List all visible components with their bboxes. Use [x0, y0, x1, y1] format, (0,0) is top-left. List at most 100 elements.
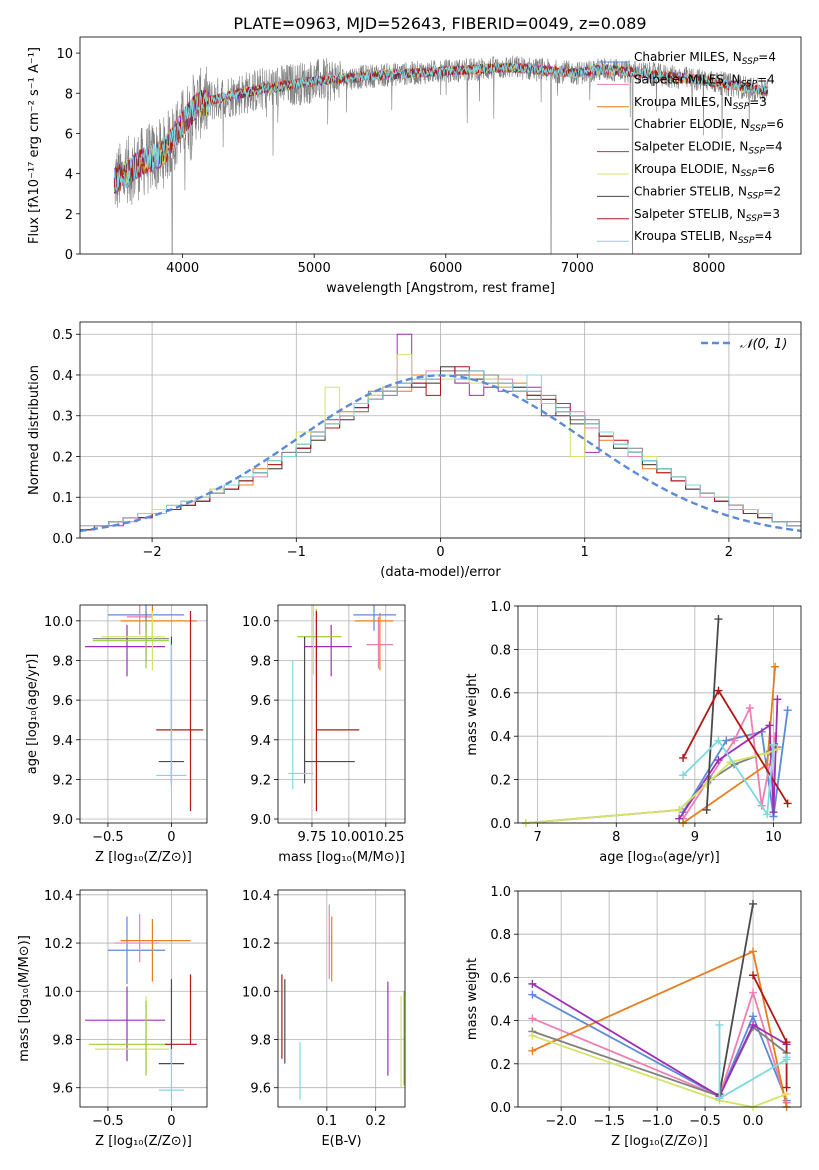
age_vs_mass-frame	[277, 604, 406, 824]
weight-point-marker	[749, 1012, 758, 1021]
age_vs_mass-x-tick-label: 10.00	[330, 830, 367, 845]
mass_vs_Z-x-axis-label: Z [log₁₀(Z/Z⊙)]	[95, 1134, 192, 1149]
residuals-x-tick-label: −2	[143, 545, 162, 560]
weight_vs_Z-y-tick-label: 1.0	[490, 885, 511, 900]
weight-point-marker	[702, 779, 711, 788]
weight-point-marker	[769, 808, 778, 817]
weight-point-marker	[761, 749, 770, 758]
weight-point-marker	[714, 736, 723, 745]
weight-point-marker	[783, 706, 792, 715]
weight_vs_Z-x-axis-label: Z [log₁₀(Z/Z⊙)]	[611, 1134, 708, 1149]
weight_vs_Z-x-tick-label: −0.5	[689, 1114, 721, 1129]
age_vs_mass-x-tick-label: 10.25	[367, 830, 404, 845]
weight_vs_age-y-tick-label: 0.6	[490, 687, 511, 702]
mass_vs_ebv-y-tick-label: 10.4	[242, 889, 271, 904]
weight-point-marker	[528, 1031, 537, 1040]
weight-point-marker	[702, 805, 711, 814]
residuals-frame	[79, 321, 802, 539]
age-vs-metallicity-panel: −0.5 0 9.0 9.2 9.4 9.6 9.8 10.0 Z [log₁₀(Z/Z⊙)] a…	[25, 604, 208, 865]
weight_vs_Z-y-tick-label: 0.4	[490, 1015, 511, 1030]
weight_vs_age-frame	[517, 605, 802, 824]
age_vs_Z-x-tick-label: −0.5	[92, 830, 124, 845]
weight-vs-age-panel: 7 8 9 10 0.0 0.2 0.4 0.6 0.8 1.0 age [log₁₀(age/yr…	[465, 600, 802, 865]
residuals-x-axis-label: (data-model)/error	[380, 565, 501, 580]
weight-series-line	[531, 993, 788, 1101]
spectrum-x-tick-label: 8000	[692, 261, 725, 276]
weight_vs_age-x-tick-label: 10	[765, 830, 782, 845]
weight-point-marker	[745, 703, 754, 712]
spectrum-frame	[79, 36, 802, 255]
spectrum-x-tick-label: 4000	[166, 261, 199, 276]
spectrum-model-line	[113, 62, 769, 192]
legend-entry-label: Chabrier ELODIE, NSSP=6	[634, 117, 784, 134]
weight-point-marker	[714, 686, 723, 695]
weight_vs_Z-x-tick-label: 0.0	[743, 1114, 764, 1129]
spectrum-x-axis-label: wavelength [Angstrom, rest frame]	[326, 281, 555, 296]
age_vs_mass-y-tick-label: 9.4	[250, 734, 271, 749]
weight_vs_Z-y-axis-label: mass weight	[465, 958, 480, 1040]
weight-point-marker	[749, 899, 758, 908]
residuals-y-tick-label: 0.2	[52, 450, 73, 465]
weight-series-line	[531, 983, 788, 1098]
weight-series-line	[532, 1034, 787, 1108]
weight-point-marker	[782, 1083, 791, 1092]
residuals-y-tick-label: 0.1	[52, 491, 73, 506]
weight-point-marker	[771, 662, 780, 671]
weight-point-marker	[749, 971, 758, 980]
residuals-x-tick-label: −1	[287, 545, 306, 560]
weight-point-marker	[714, 756, 723, 765]
weight-series-line	[705, 618, 720, 811]
weight-point-marker	[679, 771, 688, 780]
legend-entry-label: Salpeter STELIB, NSSP=3	[634, 207, 780, 224]
figure-title: PLATE=0963, MJD=52643, FIBERID=0049, z=0…	[233, 14, 646, 33]
weight_vs_age-y-tick-label: 1.0	[490, 600, 511, 615]
spectrum-y-axis-label: Flux [fλ10⁻¹⁷ erg cm⁻² s⁻¹ A⁻¹]	[27, 47, 42, 244]
weight_vs_Z-x-tick-label: −1.0	[641, 1114, 673, 1129]
spectrum-y-tick-label: 2	[65, 208, 73, 223]
spectrum-y-tick-label: 10	[56, 47, 73, 62]
weight-series-line	[718, 903, 754, 1095]
weight-point-marker	[763, 810, 772, 819]
legend-entry-label: Salpeter ELODIE, NSSP=4	[634, 140, 783, 157]
weight_vs_age-x-tick-label: 7	[534, 830, 542, 845]
weight_vs_age-y-tick-label: 0.4	[490, 730, 511, 745]
age_vs_Z-y-tick-label: 9.4	[52, 734, 73, 749]
weight-vs-metallicity-panel: −2.0 −1.5 −1.0 −0.5 0.0 0.0 0.2 0.4 0.6 0.8 1.0 Z […	[465, 885, 802, 1149]
weight-point-marker	[675, 805, 684, 814]
residuals-y-tick-label: 0.4	[52, 369, 73, 384]
mass_vs_ebv-y-tick-label: 10.2	[242, 937, 271, 952]
weight-point-marker	[715, 1020, 724, 1029]
weight-point-marker	[765, 721, 774, 730]
weight_vs_Z-y-tick-label: 0.6	[490, 971, 511, 986]
weight-point-marker	[722, 736, 731, 745]
mass_vs_Z-y-tick-label: 10.2	[44, 937, 73, 952]
weight-point-marker	[679, 753, 688, 762]
weight-point-marker	[783, 799, 792, 808]
mass_vs_Z-frame	[79, 889, 208, 1108]
weight-point-marker	[749, 947, 758, 956]
residuals-x-tick-label: 0	[436, 545, 444, 560]
residuals-y-tick-label: 0.5	[52, 328, 73, 343]
mass-vs-metallicity-panel: −0.5 0 9.6 9.8 10.0 10.2 10.4 Z [log₁₀(Z/Z⊙)] ma…	[17, 889, 208, 1149]
weight-series-line	[682, 739, 775, 817]
weight-point-marker	[773, 695, 782, 704]
age-vs-mass-panel: 9.75 10.00 10.25 9.0 9.2 9.4 9.6 9.8 10.0 mass [l…	[242, 604, 406, 865]
weight-series-line	[525, 748, 778, 824]
mass_vs_ebv-x-tick-label: 0.1	[317, 1114, 338, 1129]
mass_vs_ebv-frame	[277, 889, 406, 1108]
residuals-x-tick-label: 2	[725, 545, 733, 560]
weight_vs_age-y-tick-label: 0.8	[490, 643, 511, 658]
age_vs_mass-y-tick-label: 9.6	[250, 694, 271, 709]
mass_vs_Z-x-tick-label: −0.5	[92, 1114, 124, 1129]
weight-point-marker	[714, 615, 723, 624]
weight-point-marker	[528, 1014, 537, 1023]
mass_vs_Z-y-tick-label: 9.6	[52, 1082, 73, 1097]
residuals-panel: −2 −1 0 1 2 0.0 0.1 0.2 0.3 0.4 0.5 (data-model)/er…	[27, 321, 802, 580]
spectrum-x-tick-label: 5000	[298, 261, 331, 276]
weight-point-marker	[769, 740, 778, 749]
mass_vs_ebv-x-axis-label: E(B-V)	[321, 1134, 361, 1149]
age_vs_Z-y-tick-label: 10.0	[44, 615, 73, 630]
gaussian-reference-line	[80, 374, 801, 533]
weight-point-marker	[773, 745, 782, 754]
weight_vs_Z-x-tick-label: −2.0	[545, 1114, 577, 1129]
